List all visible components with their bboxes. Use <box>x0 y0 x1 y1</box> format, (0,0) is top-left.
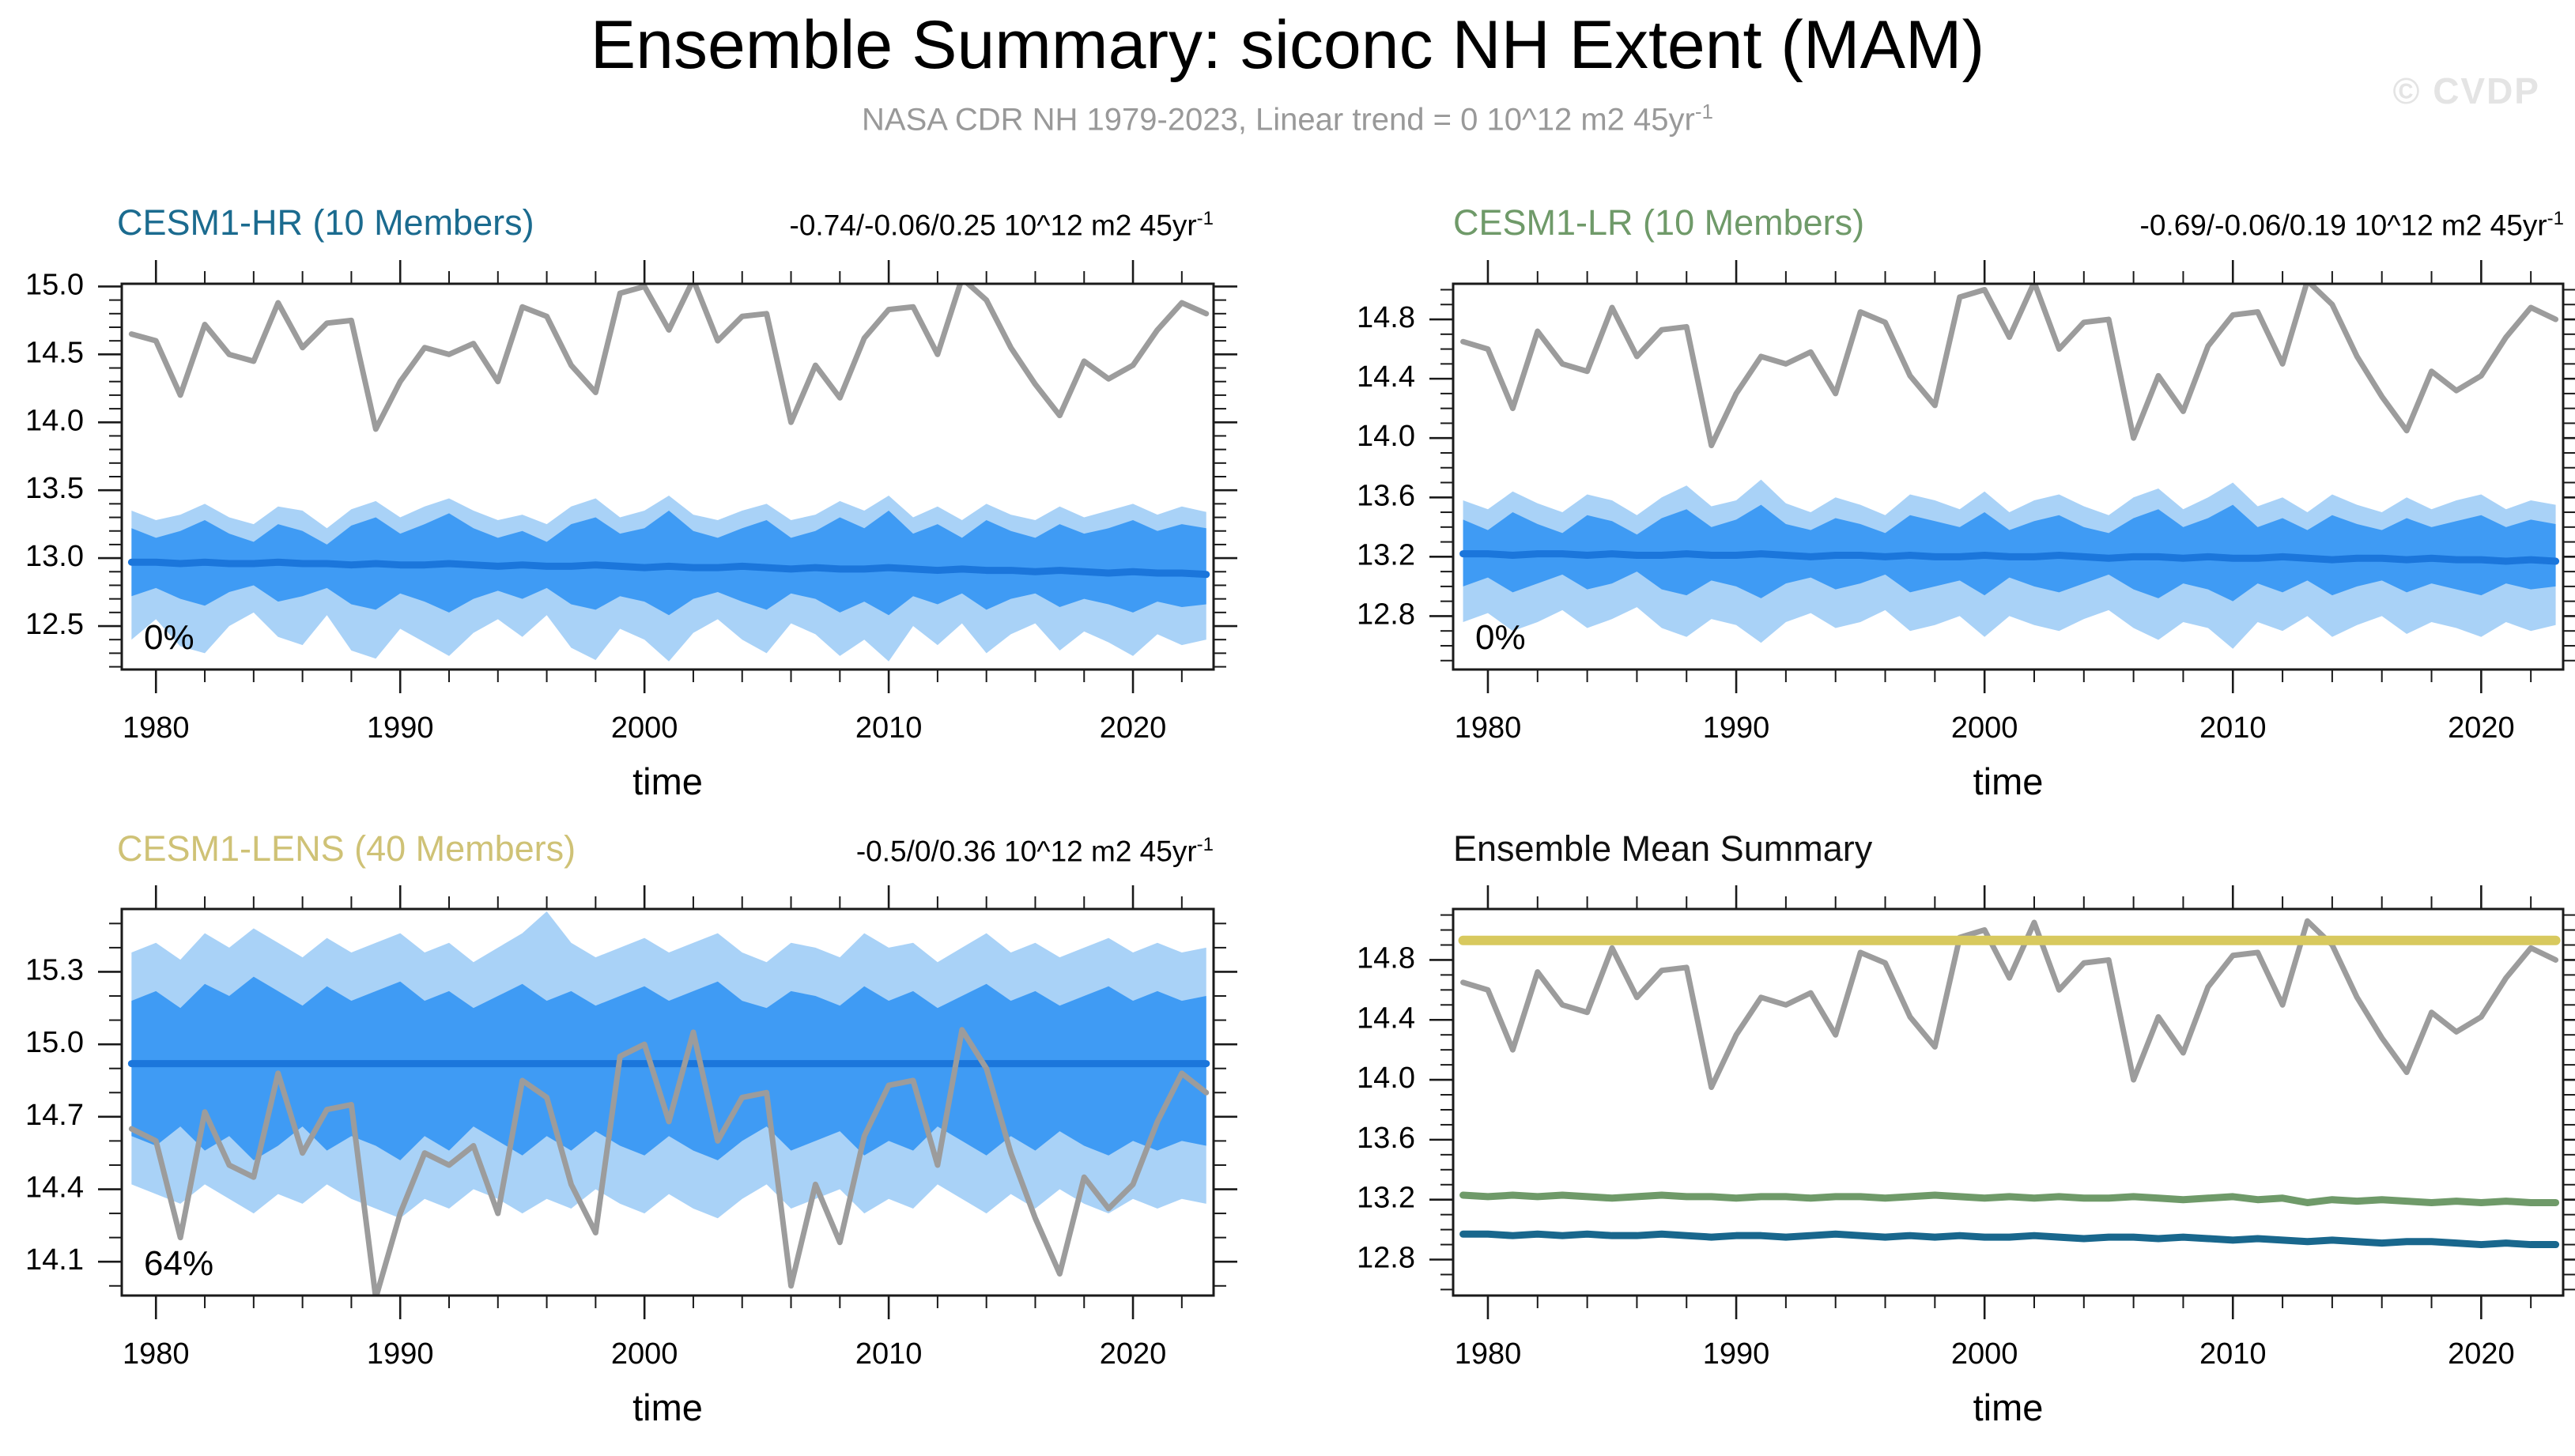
x-tick-label: 1980 <box>1455 1337 1522 1371</box>
y-tick-label: 14.0 <box>1357 1062 1415 1095</box>
band-interquartile-lr <box>1463 504 2556 602</box>
y-tick-label: 12.5 <box>25 608 84 641</box>
x-tick-label: 2000 <box>611 1337 678 1371</box>
panel-trend-cesm1-lr: -0.69/-0.06/0.19 10^12 m2 45yr-1 <box>2140 208 2564 242</box>
x-tick-label: 2010 <box>2199 711 2267 745</box>
axes-hr <box>98 260 1237 693</box>
x-tick-label: 2000 <box>1951 1337 2018 1371</box>
panel-trend-cesm1-hr: -0.74/-0.06/0.25 10^12 m2 45yr-1 <box>790 208 1214 242</box>
trend-text: -0.69/-0.06/0.19 10^12 m2 45yr <box>2139 209 2547 241</box>
x-tick-label: 1990 <box>367 1337 434 1371</box>
cvdp-watermark: © CVDP <box>2392 70 2540 111</box>
x-tick-label: 2020 <box>2448 711 2515 745</box>
x-axis-title: time <box>632 1386 703 1428</box>
line-nasa-cdr-observations <box>128 284 1210 432</box>
line-cesm1-hr-ensemble-mean <box>1459 1230 2560 1249</box>
percent-annotation: 0% <box>144 618 194 657</box>
x-tick-label: 2020 <box>1100 1337 1167 1371</box>
panel-header-cesm1-hr: CESM1-HR (10 Members) -0.74/-0.06/0.25 1… <box>117 202 1214 243</box>
plot-area-summary <box>1458 918 2561 1249</box>
y-tick-label: 13.0 <box>25 540 84 573</box>
x-tick-label: 2010 <box>855 711 923 745</box>
trend-text: -0.5/0/0.36 10^12 m2 45yr <box>855 835 1197 867</box>
x-axis-title: time <box>1973 760 2044 802</box>
axes-lens <box>98 885 1237 1319</box>
y-tick-label: 14.1 <box>25 1243 84 1277</box>
chart-cesm1-lr: 0% 1980 1990 2000 2010 2020 12.8 13.2 13.6 14.0 14… <box>1357 260 2575 802</box>
x-tick-label: 1980 <box>123 1337 190 1371</box>
y-tick-label: 13.6 <box>1357 479 1415 512</box>
axis-labels-summary: 1980 1990 2000 2010 2020 12.8 13.2 13.6 14.0 14.4… <box>1357 941 2515 1428</box>
y-tick-label: 14.4 <box>25 1171 84 1205</box>
axis-labels-lens: 1980 1990 2000 2010 2020 14.1 14.4 14.7 15.0 15.3… <box>25 953 1166 1428</box>
y-tick-label: 13.2 <box>1357 538 1415 571</box>
x-tick-label: 1990 <box>367 711 434 745</box>
y-tick-label: 13.6 <box>1357 1122 1415 1155</box>
line-nasa-cdr-observations <box>128 1027 1210 1296</box>
panel-title-cesm1-lr: CESM1-LR (10 Members) <box>1453 202 1865 243</box>
line-ensemble-mean <box>127 558 1210 579</box>
axis-labels-lr: 1980 1990 2000 2010 2020 12.8 13.2 13.6 14.0 14.4… <box>1357 301 2515 802</box>
x-tick-label: 1990 <box>1703 711 1770 745</box>
trend-superscript: -1 <box>1196 207 1214 229</box>
y-tick-label: 15.3 <box>25 953 84 986</box>
panel-trend-cesm1-lens: -0.5/0/0.36 10^12 m2 45yr-1 <box>856 834 1214 868</box>
axis-labels-hr: 1980 1990 2000 2010 2020 12.5 13.0 13.5 14.0 14.5… <box>25 268 1166 802</box>
y-tick-label: 14.8 <box>1357 301 1415 334</box>
plot-area-lens <box>127 911 1210 1296</box>
x-tick-label: 2010 <box>855 1337 923 1371</box>
panel-title-cesm1-lens: CESM1-LENS (40 Members) <box>117 828 576 869</box>
panel-header-cesm1-lr: CESM1-LR (10 Members) -0.69/-0.06/0.19 1… <box>1453 202 2564 243</box>
y-tick-label: 14.4 <box>1357 360 1415 394</box>
trend-superscript: -1 <box>2547 207 2564 229</box>
panel-header-cesm1-lens: CESM1-LENS (40 Members) -0.5/0/0.36 10^1… <box>117 828 1214 869</box>
y-tick-label: 14.8 <box>1357 941 1415 975</box>
y-tick-label: 14.0 <box>1357 420 1415 453</box>
panel-header-ensemble-mean-summary: Ensemble Mean Summary <box>1453 828 2564 869</box>
x-tick-label: 2010 <box>2199 1337 2267 1371</box>
y-tick-label: 13.2 <box>1357 1182 1415 1215</box>
axes-lr <box>1429 260 2575 693</box>
percent-annotation: 0% <box>1475 618 1526 657</box>
x-tick-label: 2020 <box>2448 1337 2515 1371</box>
line-nasa-cdr-observations <box>1460 918 2559 1091</box>
line-ensemble-mean <box>1459 550 2560 565</box>
y-tick-label: 15.0 <box>25 1026 84 1059</box>
x-tick-label: 1980 <box>123 711 190 745</box>
x-tick-label: 1980 <box>1455 711 1522 745</box>
x-tick-label: 2020 <box>1100 711 1167 745</box>
x-tick-label: 1990 <box>1703 1337 1770 1371</box>
percent-annotation: 64% <box>144 1244 213 1283</box>
x-axis-title: time <box>1973 1386 2044 1428</box>
y-tick-label: 14.4 <box>1357 1001 1415 1035</box>
y-tick-label: 12.8 <box>1357 598 1415 631</box>
y-tick-label: 15.0 <box>25 268 84 301</box>
plot-area-hr <box>127 284 1210 662</box>
y-tick-label: 14.0 <box>25 404 84 437</box>
panel-title-ensemble-mean-summary: Ensemble Mean Summary <box>1453 828 1873 869</box>
x-tick-label: 2000 <box>611 711 678 745</box>
x-tick-label: 2000 <box>1951 711 2018 745</box>
band-interquartile-lens <box>131 976 1206 1160</box>
line-nasa-cdr-observations <box>1460 284 2559 449</box>
trend-superscript: -1 <box>1196 833 1214 855</box>
plot-area-lr <box>1459 284 2560 649</box>
page-subtitle-text: NASA CDR NH 1979-2023, Linear trend = 0 … <box>862 102 1695 138</box>
y-tick-label: 13.5 <box>25 472 84 505</box>
page-title: Ensemble Summary: siconc NH Extent (MAM) <box>590 7 1985 83</box>
axes-summary <box>1429 885 2575 1319</box>
trend-text: -0.74/-0.06/0.25 10^12 m2 45yr <box>789 209 1197 241</box>
chart-cesm1-hr: 0% 1980 1990 2000 2010 2020 12.5 13.0 13.5 14.0 14… <box>25 260 1237 802</box>
y-tick-label: 14.5 <box>25 336 84 369</box>
line-cesm1-lr-ensemble-mean <box>1459 1191 2560 1206</box>
page-subtitle: NASA CDR NH 1979-2023, Linear trend = 0 … <box>0 100 2575 138</box>
y-tick-label: 14.7 <box>25 1099 84 1132</box>
y-tick-label: 12.8 <box>1357 1242 1415 1275</box>
chart-ensemble-mean-summary: 1980 1990 2000 2010 2020 12.8 13.2 13.6 14.0 14.4… <box>1357 885 2575 1428</box>
chart-cesm1-lens: 64%1980 1990 2000 2010 202014.114.414.715.01… <box>25 885 1237 1428</box>
panel-title-cesm1-hr: CESM1-HR (10 Members) <box>117 202 534 243</box>
page-subtitle-superscript: -1 <box>1694 100 1713 123</box>
x-axis-title: time <box>632 760 703 802</box>
